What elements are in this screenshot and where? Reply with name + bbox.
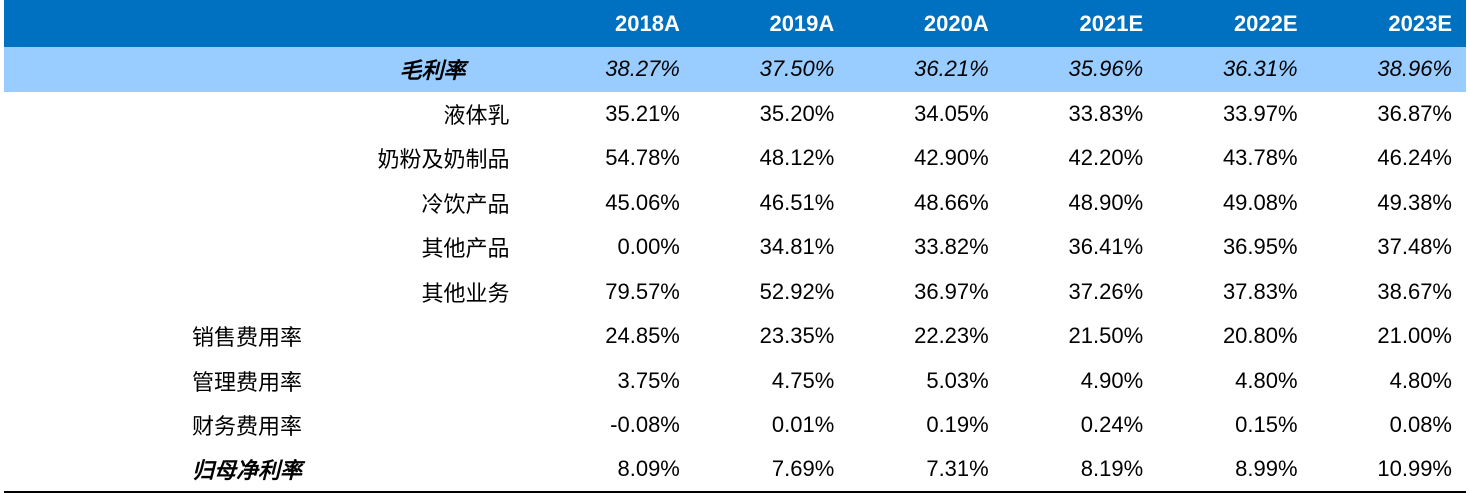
table-cell: 37.50% [759,56,835,82]
table-cell: 33.82% [914,234,989,260]
table-row: 管理费用率 3.75% 4.75% 5.03% 4.90% 4.80% 4.80… [4,359,1466,404]
table-cell: 46.51% [759,189,835,215]
table-row-gross-margin: 毛利率 38.27% 37.50% 36.21% 35.96% 36.31% 3… [4,47,1466,92]
table-cell: 36.41% [1068,234,1144,260]
row-label: 其他产品 [421,237,510,263]
financial-ratio-table: 2018A 2019A 2020A 2021E 2022E 2023E 毛利率 … [4,0,1466,493]
table-cell: 35.20% [759,100,835,126]
column-header: 2021E [1079,10,1144,36]
table-row: 奶粉及奶制品 54.78% 48.12% 42.90% 42.20% 43.78… [4,136,1466,181]
table-cell: 21.00% [1377,323,1452,349]
table-cell: 33.97% [1222,100,1298,126]
table-row: 财务费用率 -0.08% 0.01% 0.19% 0.24% 0.15% 0.0… [4,403,1466,448]
table-cell: 37.48% [1377,234,1452,260]
column-header: 2019A [769,10,835,36]
table-cell: 48.12% [759,145,835,171]
column-header: 2022E [1233,10,1298,36]
table-cell: 52.92% [759,278,835,304]
table-row: 冷饮产品 45.06% 46.51% 48.66% 48.90% 49.08% … [4,181,1466,226]
table-cell: 20.80% [1222,323,1298,349]
table-cell: 8.19% [1080,456,1144,482]
table-cell: 10.99% [1377,456,1452,482]
table-cell: 37.83% [1222,278,1298,304]
table-cell: 43.78% [1222,145,1298,171]
table-row: 销售费用率 24.85% 23.35% 22.23% 21.50% 20.80%… [4,314,1466,359]
column-header: 2020A [923,10,989,36]
table-row-net-margin: 归母净利率 8.09% 7.69% 7.31% 8.19% 8.99% 10.9… [4,448,1466,492]
table-cell: 37.26% [1068,278,1144,304]
table-cell: 0.00% [617,234,680,260]
table-cell: 4.75% [771,367,835,393]
table-cell: 0.19% [926,412,989,438]
table-cell: 49.38% [1377,189,1452,215]
table-cell: 36.97% [914,278,989,304]
table-cell: 5.03% [926,367,989,393]
table-cell: 49.08% [1222,189,1298,215]
table-cell: 46.24% [1377,145,1452,171]
table-cell: 7.69% [771,456,835,482]
table-cell: 35.96% [1068,56,1144,82]
table-cell: 8.09% [617,456,680,482]
table-cell: 22.23% [914,323,989,349]
column-header: 2018A [615,10,680,36]
table-cell: 36.87% [1377,100,1452,126]
table-row: 其他业务 79.57% 52.92% 36.97% 37.26% 37.83% … [4,270,1466,315]
table-cell: 7.31% [926,456,989,482]
table-cell: 54.78% [605,145,680,171]
row-label: 奶粉及奶制品 [377,148,510,174]
table-cell: 38.27% [605,56,680,82]
table-cell: 24.85% [605,323,680,349]
table-cell: 48.66% [914,189,989,215]
table-cell: 0.01% [771,412,835,438]
table-cell: 21.50% [1068,323,1144,349]
row-label: 液体乳 [443,103,510,129]
financial-ratio-table-container: 2018A 2019A 2020A 2021E 2022E 2023E 毛利率 … [4,0,1466,493]
table-cell: 48.90% [1068,189,1144,215]
table-cell: 0.15% [1235,412,1298,438]
header-row: 2018A 2019A 2020A 2021E 2022E 2023E [4,0,1466,47]
table-cell: 8.99% [1235,456,1298,482]
table-cell: 33.83% [1068,100,1144,126]
column-header: 2023E [1388,10,1452,36]
row-label: 冷饮产品 [421,192,510,218]
table-row: 其他产品 0.00% 34.81% 33.82% 36.41% 36.95% 3… [4,225,1466,270]
table-cell: 42.90% [914,145,989,171]
row-label: 毛利率 [399,58,466,85]
table-cell: 38.67% [1377,278,1452,304]
table-cell: 34.05% [914,100,989,126]
row-label: 财务费用率 [192,415,303,441]
table-cell: 0.24% [1080,412,1144,438]
row-label: 销售费用率 [192,326,303,352]
table-cell: 34.81% [759,234,835,260]
row-label: 归母净利率 [192,458,303,485]
table-cell: 45.06% [605,189,680,215]
table-cell: 36.21% [914,56,989,82]
table-cell: 23.35% [759,323,835,349]
table-cell: 42.20% [1068,145,1144,171]
table-cell: 4.80% [1235,367,1298,393]
table-cell: 36.31% [1222,56,1298,82]
header-corner-cell [4,0,539,47]
table-cell: 4.80% [1389,367,1452,393]
table-cell: 0.08% [1389,412,1452,438]
table-row: 液体乳 35.21% 35.20% 34.05% 33.83% 33.97% 3… [4,92,1466,137]
table-cell: 38.96% [1377,56,1452,82]
row-label: 其他业务 [421,281,510,307]
table-cell: 3.75% [617,367,680,393]
table-cell: -0.08% [610,412,680,438]
table-cell: 79.57% [605,278,680,304]
row-label: 管理费用率 [192,370,303,396]
table-cell: 4.90% [1080,367,1144,393]
table-cell: 35.21% [605,100,680,126]
table-cell: 36.95% [1222,234,1298,260]
